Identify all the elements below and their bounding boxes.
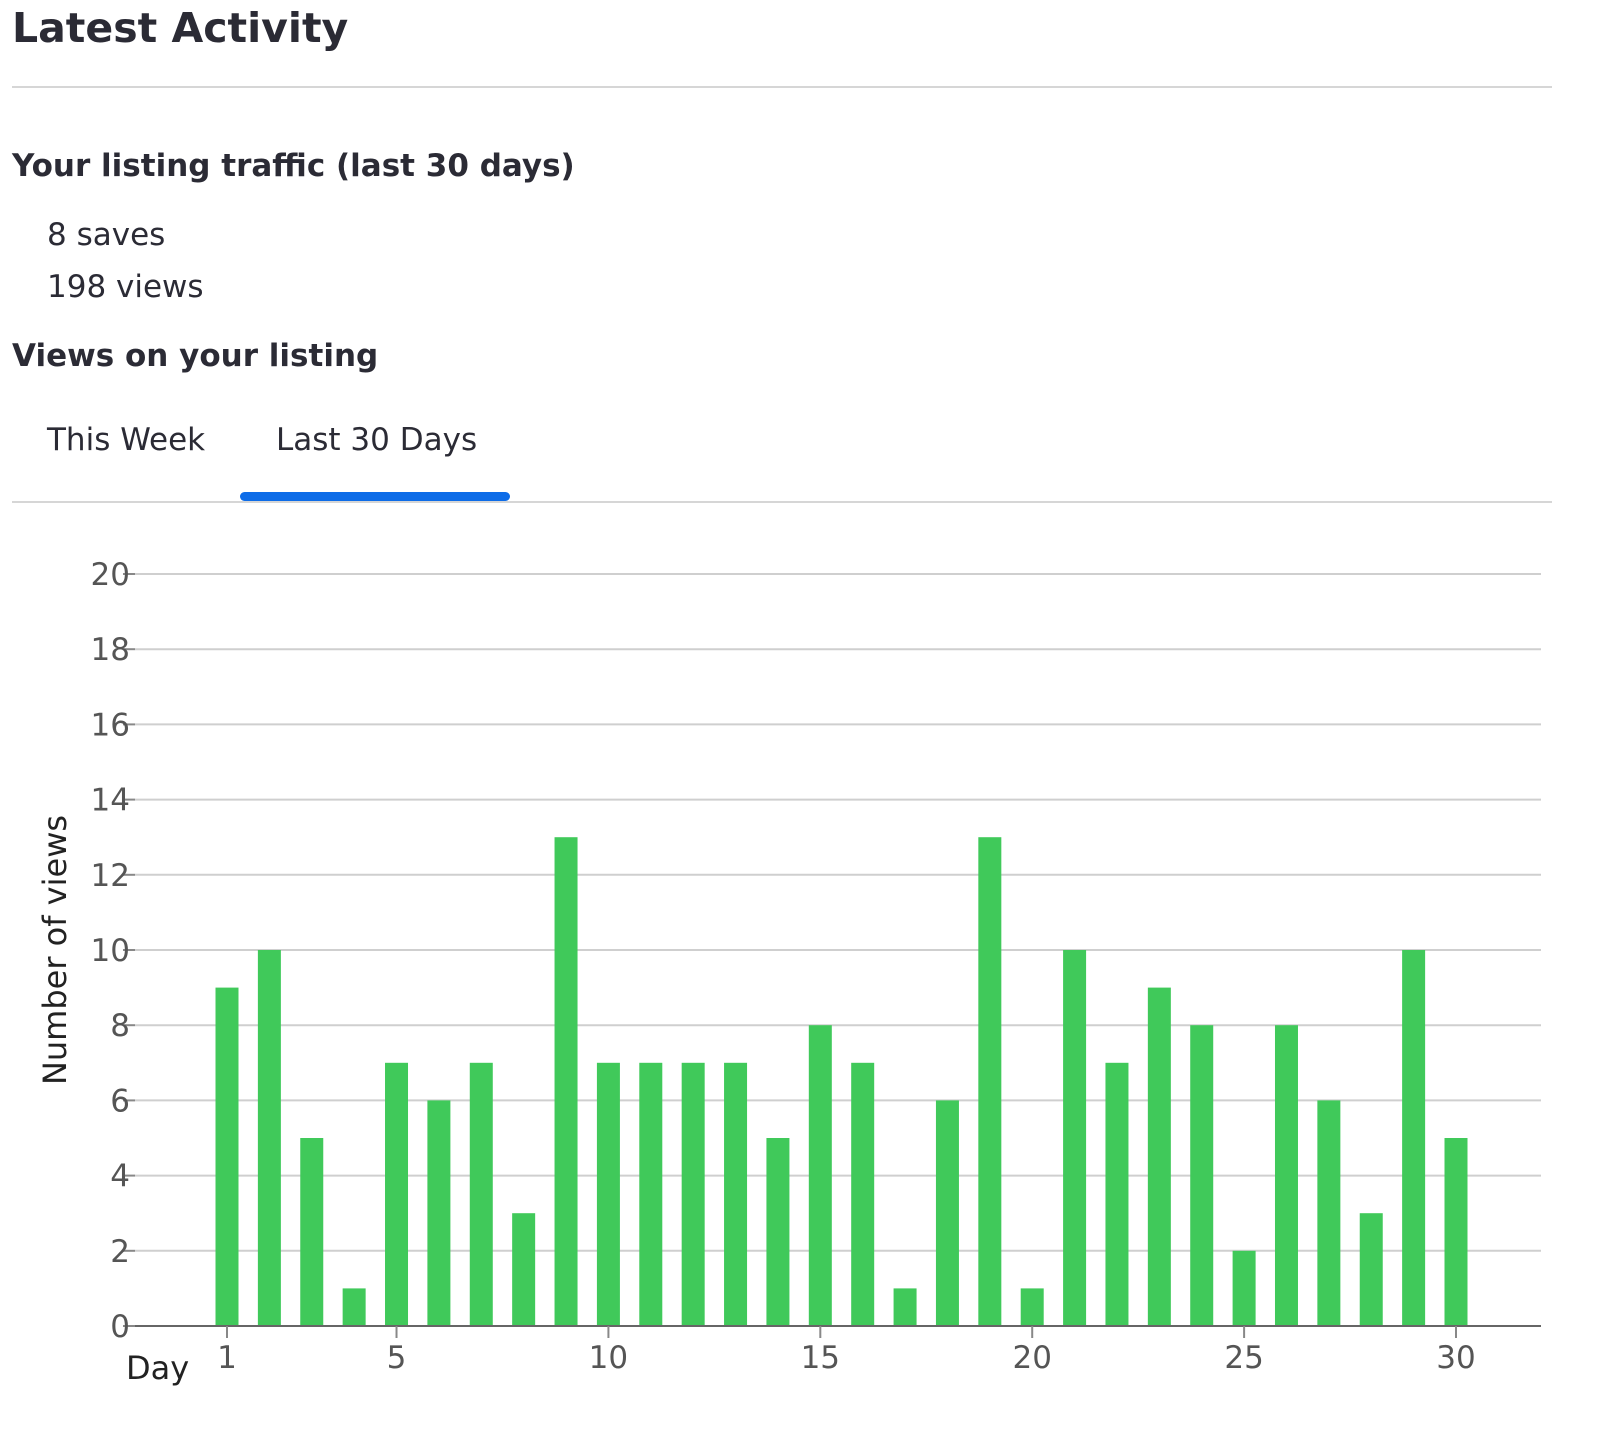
bar-day-1 [215,987,239,1326]
title-divider [12,86,1552,88]
y-tick-label: 2 [110,1234,130,1270]
bar-day-14 [766,1138,790,1326]
y-tick-label: 14 [91,783,130,819]
bar-day-11 [639,1062,663,1326]
y-tick-label: 18 [91,632,130,668]
y-tick-label: 8 [110,1008,130,1044]
bar-day-20 [1020,1288,1044,1326]
saves-count: 8 saves [47,217,166,253]
views-heading: Views on your listing [12,338,379,374]
tab-selected-indicator [240,492,510,501]
tab-last-30-days[interactable]: Last 30 Days [276,422,478,458]
x-tick-label: 10 [589,1340,628,1376]
x-tick-label: 30 [1436,1340,1475,1376]
bar-day-28 [1359,1213,1383,1326]
bar-day-9 [554,837,578,1326]
bar-day-25 [1232,1250,1256,1326]
bar-day-17 [893,1288,917,1326]
chart-gridlines [135,573,1541,1252]
bar-day-19 [978,837,1002,1326]
bar-day-4 [342,1288,366,1326]
tab-this-week[interactable]: This Week [47,422,206,458]
y-tick-label: 6 [110,1083,130,1119]
bar-day-5 [385,1062,409,1326]
bar-day-24 [1190,1025,1214,1326]
bar-day-23 [1147,987,1171,1326]
views-count: 198 views [47,269,204,305]
bar-day-13 [724,1062,748,1326]
bar-day-18 [935,1100,959,1326]
bar-day-30 [1444,1138,1468,1326]
y-tick-label: 0 [110,1309,130,1345]
bar-day-7 [469,1062,493,1326]
x-tick-label: 15 [801,1340,840,1376]
y-tick-label: 4 [110,1159,130,1195]
bar-day-16 [851,1062,875,1326]
bar-day-6 [427,1100,451,1326]
x-axis-label: Day [126,1349,189,1387]
tabs-divider [12,501,1552,503]
traffic-heading: Your listing traffic (last 30 days) [12,148,575,184]
bar-day-22 [1105,1062,1129,1326]
bar-day-12 [681,1062,705,1326]
bar-day-15 [808,1025,832,1326]
chart-bars [215,837,1468,1326]
y-tick-label: 20 [91,557,130,593]
bar-day-27 [1317,1100,1341,1326]
bar-day-8 [512,1213,536,1326]
page-title: Latest Activity [12,4,349,52]
y-tick-label: 16 [91,707,130,743]
y-tick-label: 10 [91,933,130,969]
bar-day-26 [1274,1025,1298,1326]
x-tick-label: 5 [387,1340,407,1376]
y-tick-label: 12 [91,858,130,894]
x-tick-label: 1 [217,1340,237,1376]
bar-day-21 [1063,950,1087,1326]
bar-day-2 [257,950,281,1326]
bar-day-10 [596,1062,620,1326]
bar-day-29 [1402,950,1426,1326]
x-tick-label: 20 [1012,1340,1051,1376]
y-axis-label: Number of views [36,815,74,1085]
x-tick-label: 25 [1224,1340,1263,1376]
bar-day-3 [300,1138,324,1326]
